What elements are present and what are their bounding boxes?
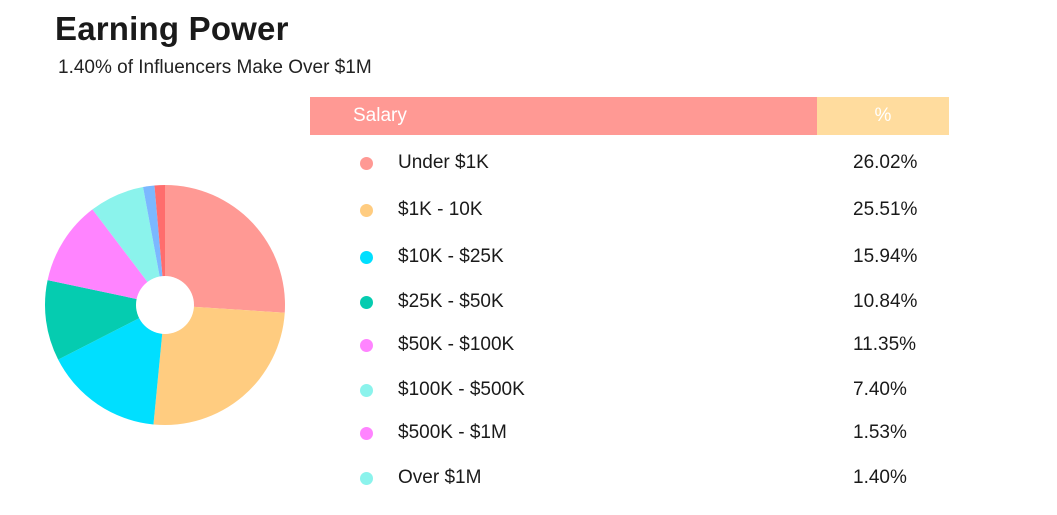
legend-row: $500K - $1M 1.53%: [360, 418, 940, 448]
salary-range-label: $100K - $500K: [398, 379, 525, 400]
salary-range-label: $1K - 10K: [398, 199, 483, 220]
salary-range-label: $500K - $1M: [398, 422, 507, 443]
salary-column-header: Salary: [310, 97, 817, 135]
legend-dot-icon: [360, 295, 373, 309]
percent-column-header: %: [817, 97, 949, 135]
legend-row: $25K - $50K 10.84%: [360, 287, 940, 317]
legend-dot-icon: [360, 203, 373, 217]
legend-dot-icon: [360, 156, 373, 170]
pie-slice-4: [44, 280, 165, 360]
percent-value: 1.40%: [853, 467, 907, 488]
salary-range-label: $10K - $25K: [398, 246, 504, 267]
legend-dot-icon: [360, 426, 373, 440]
legend-row: Over $1M 1.40%: [360, 463, 940, 493]
legend-row: $10K - $25K 15.94%: [360, 242, 940, 272]
pie-slice-2: [153, 305, 285, 425]
table-header: Salary %: [310, 97, 949, 135]
legend-dot-icon: [360, 338, 373, 352]
percent-value: 26.02%: [853, 152, 918, 173]
pie-slice-3: [58, 305, 166, 425]
salary-range-label: Over $1M: [398, 467, 482, 488]
legend-row: $50K - $100K 11.35%: [360, 330, 940, 360]
legend-dot-icon: [360, 471, 373, 485]
legend-row: Under $1K 26.02%: [360, 148, 940, 178]
page-title: Earning Power: [55, 10, 289, 47]
donut-hole: [136, 276, 194, 334]
legend-dot-icon: [360, 383, 373, 397]
pie-slice-7: [143, 185, 165, 305]
salary-range-label: Under $1K: [398, 152, 489, 173]
legend-row: $100K - $500K 7.40%: [360, 375, 940, 405]
pie-slice-5: [47, 209, 166, 305]
pie-slice-6: [92, 187, 165, 305]
percent-value: 15.94%: [853, 246, 918, 267]
percent-value: 11.35%: [853, 334, 917, 355]
percent-value: 10.84%: [853, 291, 918, 312]
percent-value: 7.40%: [853, 379, 907, 400]
pie-slice-8: [154, 185, 165, 305]
donut-chart: [44, 185, 285, 425]
page-subtitle: 1.40% of Influencers Make Over $1M: [58, 57, 372, 78]
legend-row: $1K - 10K 25.51%: [360, 195, 940, 225]
percent-value: 1.53%: [853, 422, 907, 443]
percent-value: 25.51%: [853, 199, 918, 220]
legend-dot-icon: [360, 250, 373, 264]
salary-range-label: $25K - $50K: [398, 291, 504, 312]
pie-slice-1: [165, 185, 285, 313]
salary-range-label: $50K - $100K: [398, 334, 515, 355]
